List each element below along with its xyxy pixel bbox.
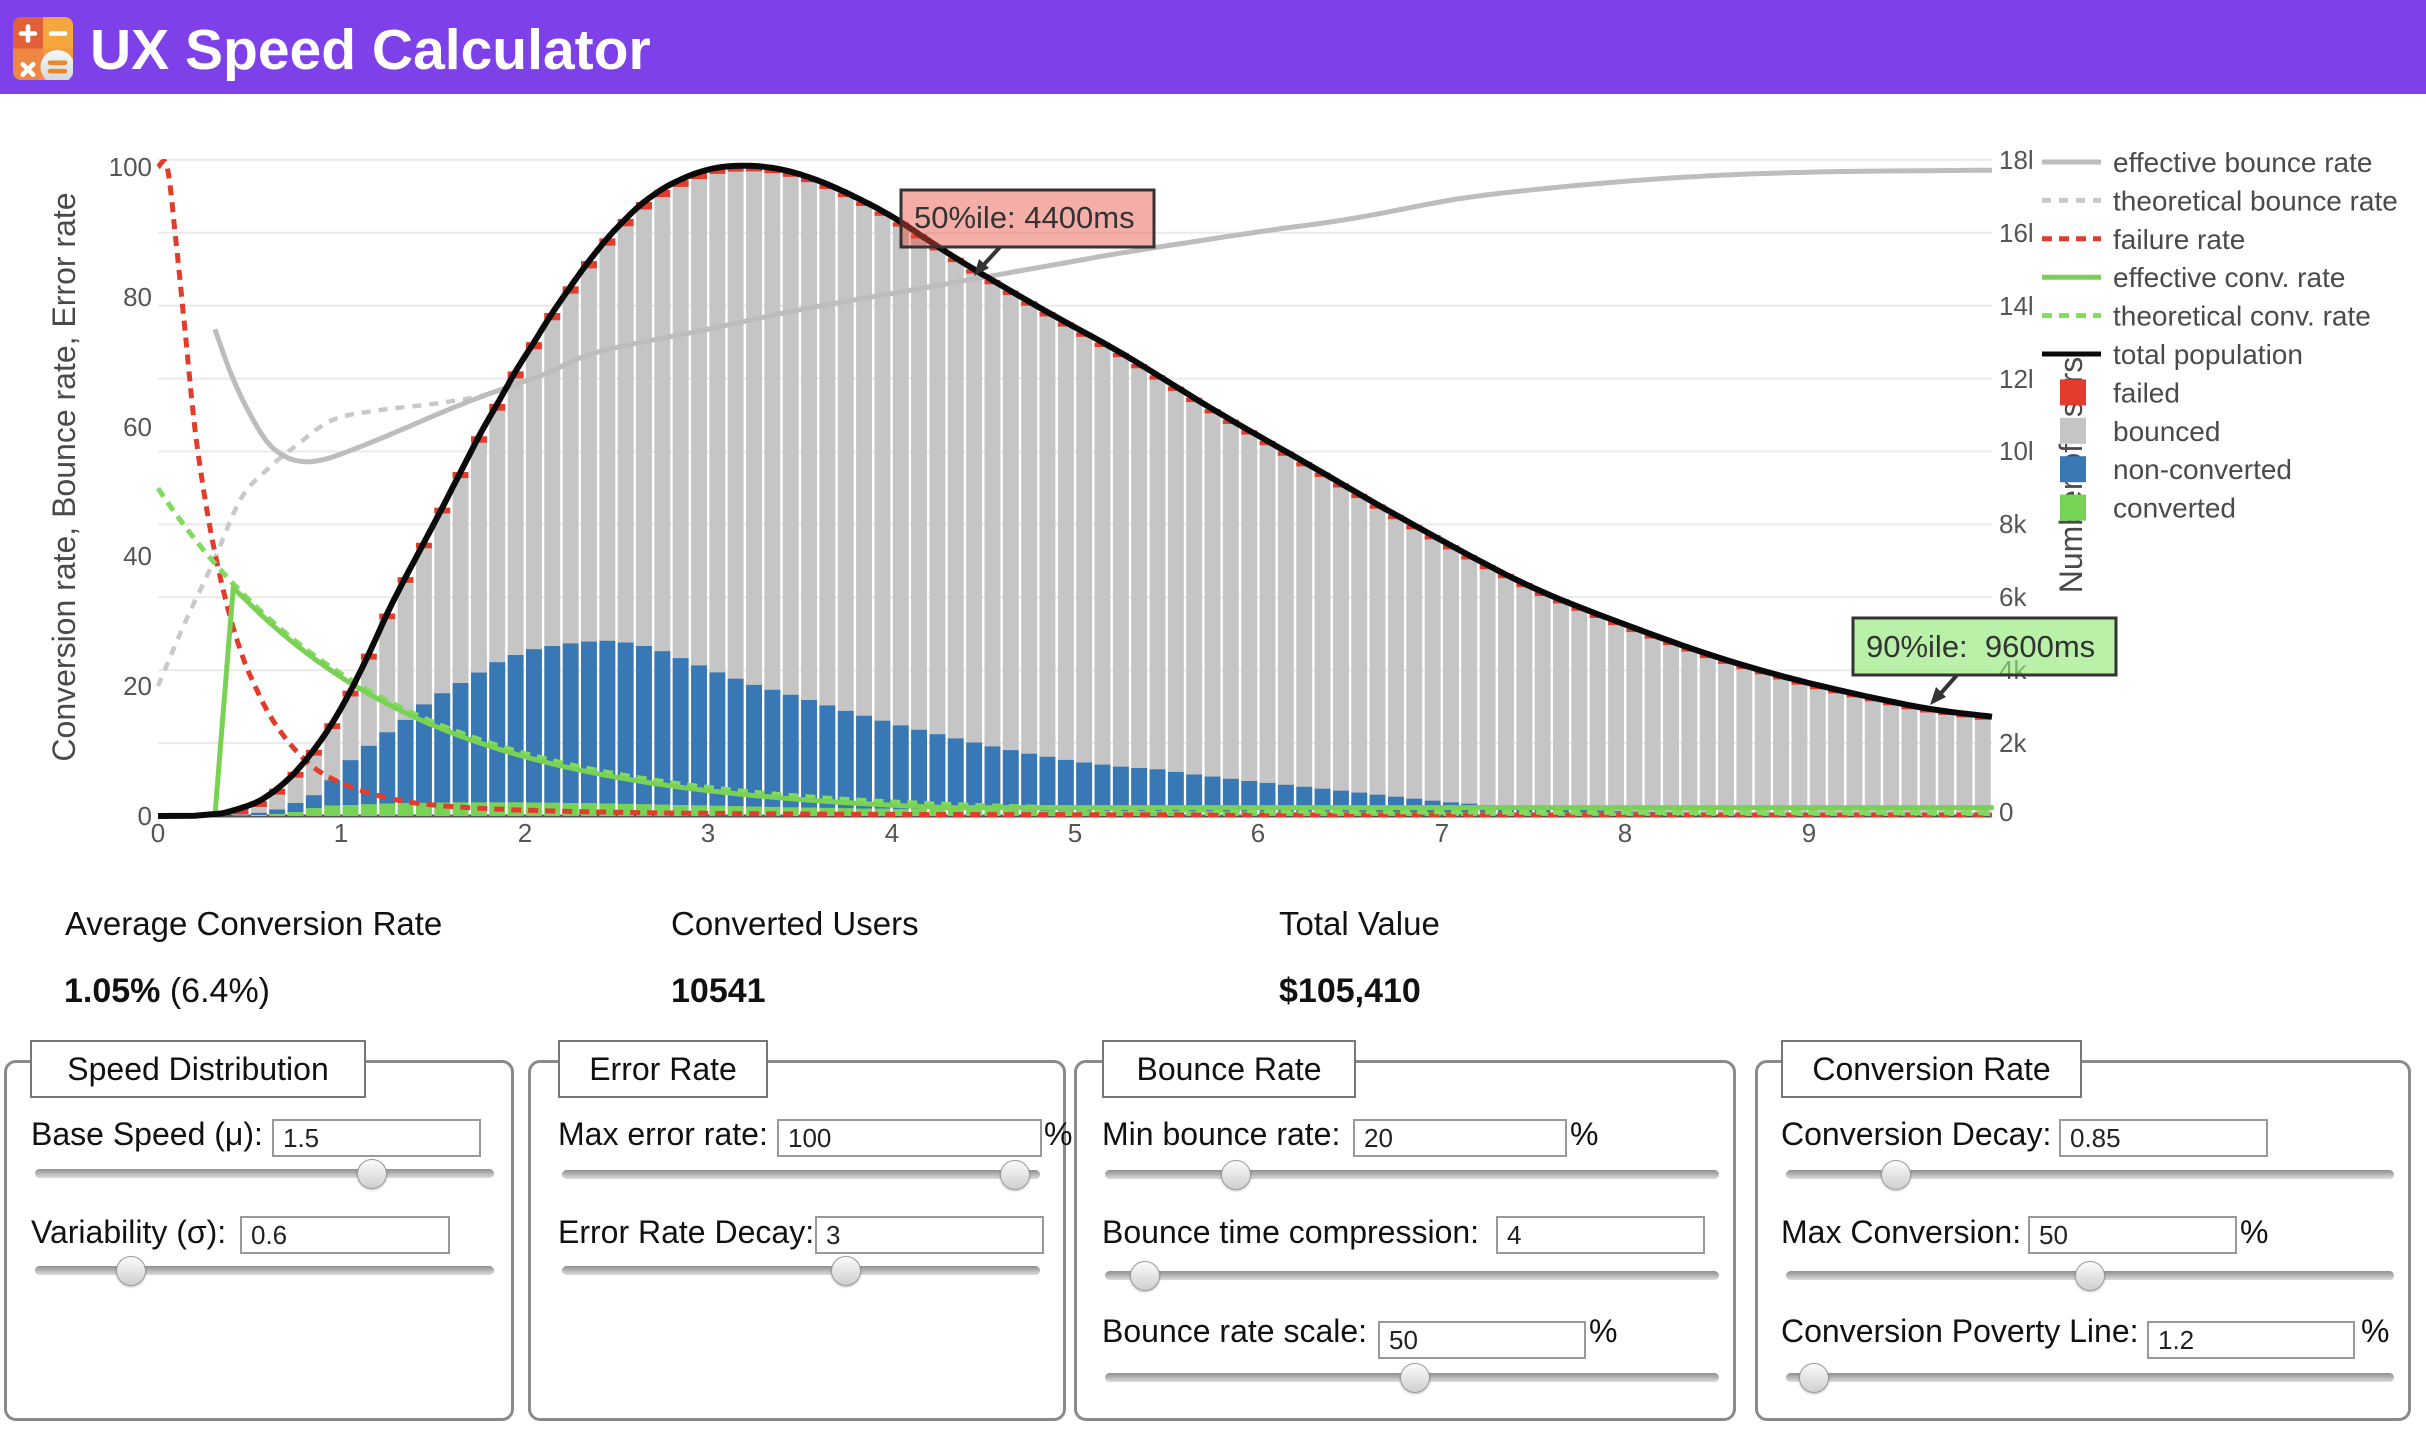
svg-text:16l: 16l xyxy=(1999,218,2034,248)
svg-text:non-converted: non-converted xyxy=(2113,454,2292,485)
svg-text:failed: failed xyxy=(2113,377,2180,408)
svg-text:9: 9 xyxy=(1802,818,1816,848)
svg-text:0: 0 xyxy=(138,801,152,831)
svg-text:40: 40 xyxy=(123,541,152,571)
svg-text:80: 80 xyxy=(123,282,152,312)
svg-text:8k: 8k xyxy=(1999,509,2027,539)
svg-text:theoretical bounce rate: theoretical bounce rate xyxy=(2113,185,2398,216)
svg-text:failure rate: failure rate xyxy=(2113,224,2245,255)
svg-text:effective bounce rate: effective bounce rate xyxy=(2113,147,2372,178)
svg-text:0: 0 xyxy=(1999,797,2013,827)
svg-text:2k: 2k xyxy=(1999,728,2027,758)
svg-text:50%ile: 4400ms: 50%ile: 4400ms xyxy=(914,200,1135,235)
svg-text:effective conv. rate: effective conv. rate xyxy=(2113,262,2345,293)
svg-text:5: 5 xyxy=(1068,818,1082,848)
svg-text:90%ile: 9600ms: 90%ile: 9600ms xyxy=(1866,629,2095,664)
svg-text:14l: 14l xyxy=(1999,291,2034,321)
svg-text:20: 20 xyxy=(123,671,152,701)
svg-text:7: 7 xyxy=(1435,818,1449,848)
svg-text:6: 6 xyxy=(1251,818,1265,848)
svg-text:total population: total population xyxy=(2113,339,2303,370)
svg-text:18l: 18l xyxy=(1999,145,2034,175)
svg-text:10l: 10l xyxy=(1999,436,2034,466)
svg-text:0: 0 xyxy=(151,818,165,848)
svg-text:60: 60 xyxy=(123,412,152,442)
svg-text:1: 1 xyxy=(334,818,348,848)
svg-text:4: 4 xyxy=(885,818,899,848)
svg-text:bounced: bounced xyxy=(2113,416,2220,447)
svg-text:converted: converted xyxy=(2113,493,2236,524)
svg-text:100: 100 xyxy=(109,152,152,182)
svg-text:3: 3 xyxy=(701,818,715,848)
svg-text:12l: 12l xyxy=(1999,364,2034,394)
svg-text:2: 2 xyxy=(518,818,532,848)
svg-text:6k: 6k xyxy=(1999,582,2027,612)
svg-text:8: 8 xyxy=(1618,818,1632,848)
svg-text:theoretical conv. rate: theoretical conv. rate xyxy=(2113,301,2371,332)
svg-text:Conversion rate, Bounce rate,: Conversion rate, Bounce rate, Error rate xyxy=(46,192,82,761)
